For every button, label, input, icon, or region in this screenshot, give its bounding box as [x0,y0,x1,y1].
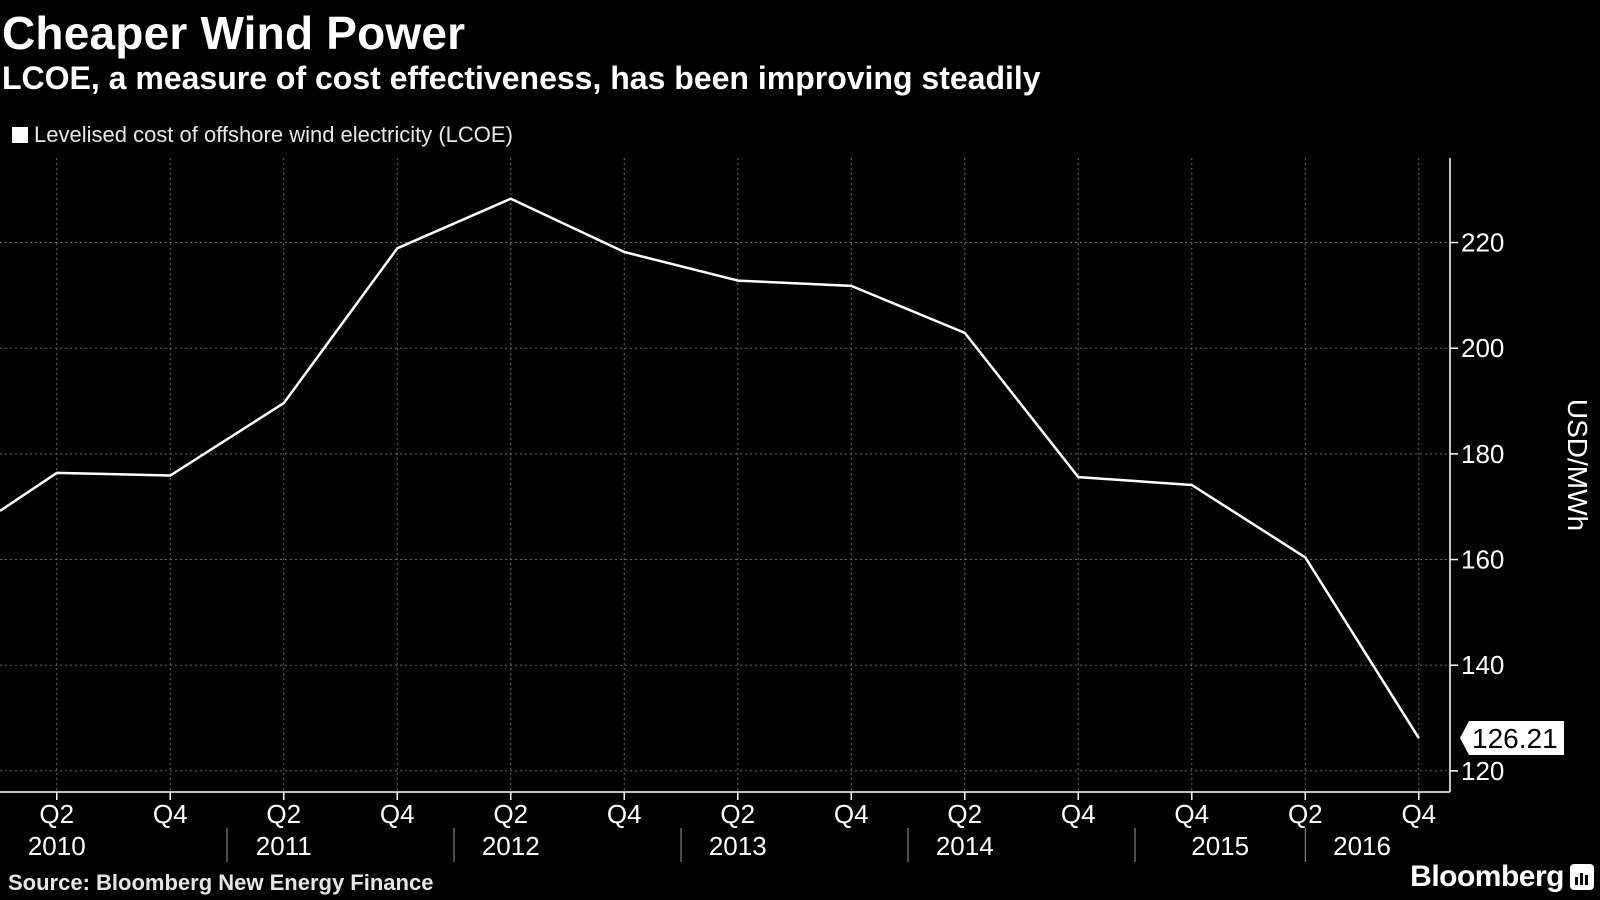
x-tick-label: Q2 [39,799,74,829]
y-axis-label: USD/MWh [1562,399,1593,531]
y-tick-label: 200 [1461,333,1504,363]
year-label: 2011 [256,831,312,861]
legend: Levelised cost of offshore wind electric… [12,122,513,148]
year-label: 2015 [1191,831,1249,861]
y-tick-label: 120 [1461,756,1504,786]
legend-swatch [12,127,28,143]
year-label: 2010 [28,831,86,861]
source-note: Source: Bloomberg New Energy Finance [8,870,434,895]
labels: 120 140 160 180 200 220 Q2 Q4 Q2 Q4 Q2 Q4 Q2 Q4 Q2 Q4 Q4… [28,228,1593,861]
year-label: 2013 [709,831,767,861]
brand-logo: Bloomberg [1410,860,1594,894]
year-label: 2012 [482,831,540,861]
y-tick-label: 220 [1461,228,1504,258]
axes [0,158,1458,862]
x-tick-label: Q2 [493,799,528,829]
bloomberg-terminal-icon [1570,864,1594,890]
chart-subtitle: LCOE, a measure of cost effectiveness, h… [2,60,1041,96]
x-tick-label: Q2 [266,799,301,829]
x-tick-label: Q4 [607,799,642,829]
x-tick-label: Q2 [947,799,982,829]
x-tick-label: Q4 [380,799,415,829]
y-tick-label: 160 [1461,545,1504,575]
legend-label: Levelised cost of offshore wind electric… [34,122,513,147]
x-tick-label: Q4 [1174,799,1209,829]
last-value-callout: 126.21 [1460,721,1564,756]
series-layer [0,197,1420,739]
last-value-label: 126.21 [1472,723,1558,754]
x-tick-label: Q4 [834,799,869,829]
y-tick-label: 140 [1461,650,1504,680]
chart-title: Cheaper Wind Power [2,7,466,59]
year-label: 2014 [936,831,994,861]
x-tick-label: Q4 [1061,799,1096,829]
y-tick-label: 180 [1461,439,1504,469]
series-line [0,197,1420,739]
grid [0,158,1450,792]
year-label: 2016 [1333,831,1391,861]
x-tick-label: Q2 [720,799,755,829]
x-tick-label: Q4 [153,799,188,829]
x-tick-label: Q2 [1288,799,1323,829]
brand-name: Bloomberg [1410,860,1564,893]
x-tick-label: Q4 [1401,799,1436,829]
last-value-box [1460,721,1564,756]
